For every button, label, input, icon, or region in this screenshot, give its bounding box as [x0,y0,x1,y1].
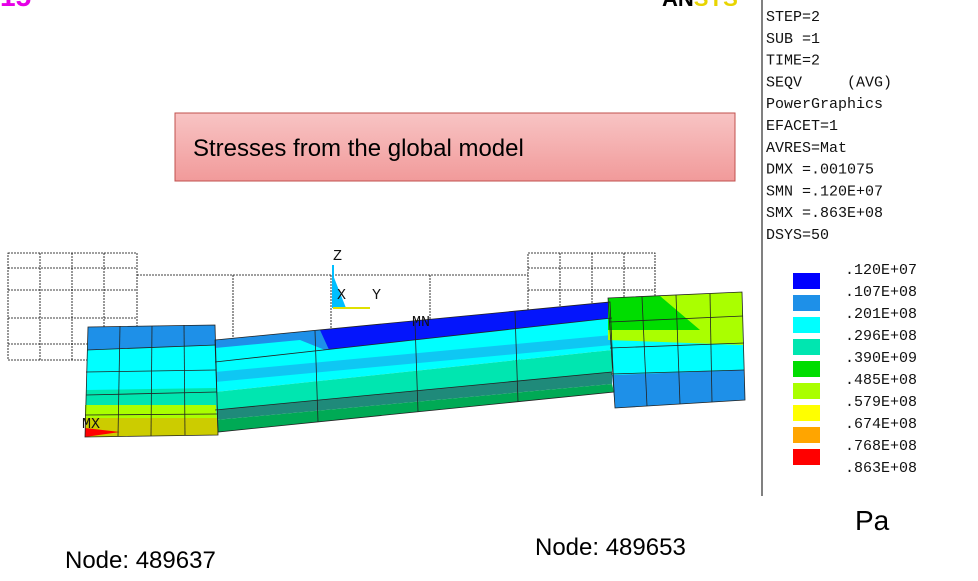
legend-label: .390E+09 [845,350,917,367]
legend-swatch [793,339,820,355]
info-line: STEP=2 [766,9,820,26]
info-line: SMX =.863E+08 [766,205,883,222]
info-line: PowerGraphics [766,96,883,113]
legend-swatch [793,361,820,377]
triad-z: Z [333,248,342,265]
legend-label: .120E+07 [845,262,917,279]
callout-text: Stresses from the global model [193,135,524,162]
legend-label: .863E+08 [845,460,917,477]
legend-swatch [793,295,820,311]
legend-label: .579E+08 [845,394,917,411]
axis-triad: Z X Y [333,248,381,308]
legend-label: .768E+08 [845,438,917,455]
triad-y: Y [372,287,381,304]
info-line: DSYS=50 [766,227,829,244]
legend-label: .107E+08 [845,284,917,301]
logo: ANSYS [662,0,738,11]
unit-label: Pa [855,505,890,536]
info-line: SMN =.120E+07 [766,183,883,200]
legend-swatch [793,449,820,465]
node-label: Node: 489653 [535,534,686,561]
info-line: SEQV (AVG) [766,74,892,91]
legend-swatch [793,383,820,399]
legend-swatch [793,405,820,421]
info-line: EFACET=1 [766,118,838,135]
max-marker: MX [82,416,100,433]
legend-label: .674E+08 [845,416,917,433]
legend-label: .201E+08 [845,306,917,323]
min-marker: MN [412,314,430,331]
info-line: SUB =1 [766,31,820,48]
triad-x: X [337,287,346,304]
slide-number: 15 [0,0,31,12]
page: 15 ANSYS Z X Y MN MX Stresses from the g… [0,0,978,581]
legend-swatch [793,427,820,443]
legend-swatch [793,273,820,289]
legend-swatch [793,317,820,333]
info-line: TIME=2 [766,53,820,70]
logo-a: AN [662,0,694,11]
info-line: DMX =.001075 [766,162,874,179]
logo-b: SYS [694,0,738,11]
node-label: Node: 489637 [65,547,216,574]
legend-label: .485E+08 [845,372,917,389]
ansys-screen: 15 ANSYS Z X Y MN MX Stresses from the g… [0,0,978,581]
legend-label: .296E+08 [845,328,917,345]
info-line: AVRES=Mat [766,140,847,157]
